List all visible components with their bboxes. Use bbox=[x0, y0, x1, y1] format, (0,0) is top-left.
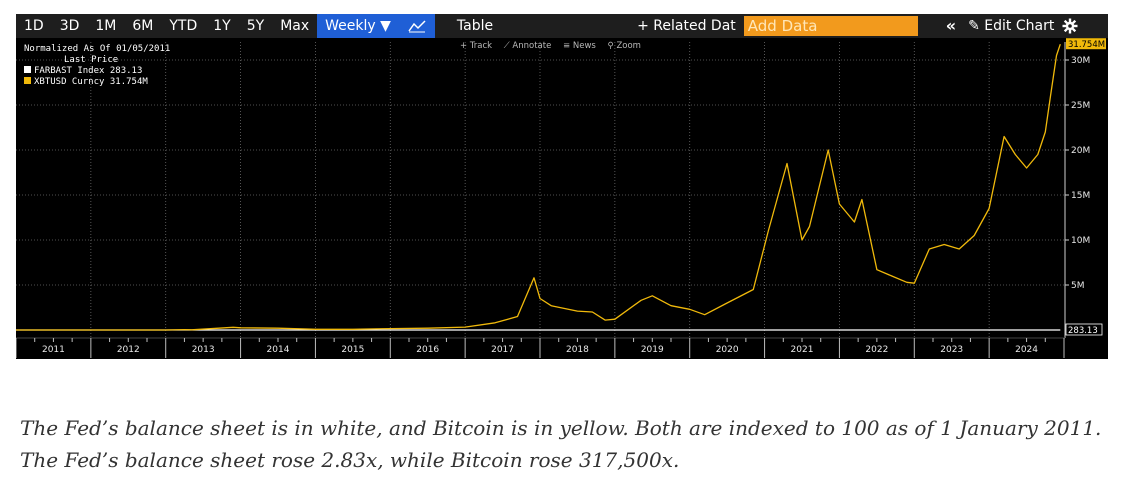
range-3d-button[interactable]: 3D bbox=[59, 18, 80, 34]
collapse-button[interactable]: « bbox=[945, 16, 957, 35]
x-tick-label: 2019 bbox=[641, 345, 664, 355]
x-tick-label: 2017 bbox=[491, 345, 514, 355]
chart-legend: Normalized As Of 01/05/2011 Last Price F… bbox=[24, 44, 170, 88]
zoom-tool[interactable]: ⚲ Zoom bbox=[607, 41, 641, 51]
annotate-tool[interactable]: ⟋ Annotate bbox=[503, 41, 552, 51]
x-tick-label: 2023 bbox=[940, 345, 963, 355]
range-5y-button[interactable]: 5Y bbox=[246, 18, 265, 34]
y-tick-label: 30M bbox=[1071, 56, 1090, 66]
related-data-button[interactable]: + Related Dat bbox=[637, 18, 736, 34]
legend-item-xbtusd[interactable]: XBTUSD Curncy 31.754M bbox=[24, 77, 170, 88]
y-tick-label: 25M bbox=[1071, 101, 1090, 111]
range-max-button[interactable]: Max bbox=[280, 18, 310, 34]
chart-tools: + Track ⟋ Annotate ≡ News ⚲ Zoom bbox=[460, 41, 650, 51]
frequency-dropdown[interactable]: Weekly ▼ bbox=[317, 14, 399, 38]
legend-title: Normalized As Of 01/05/2011 bbox=[24, 44, 171, 54]
legend-subtitle: Last Price bbox=[64, 55, 119, 65]
x-tick-label: 2022 bbox=[865, 345, 888, 355]
gear-icon[interactable] bbox=[1058, 14, 1082, 38]
chart-toolbar: 1D 3D 1M 6M YTD 1Y 5Y Max Weekly ▼ Table… bbox=[16, 14, 1108, 38]
news-tool[interactable]: ≡ News bbox=[563, 41, 596, 51]
x-tick-label: 2020 bbox=[716, 345, 739, 355]
y-tick-label: 10M bbox=[1071, 236, 1090, 246]
table-button[interactable]: Table bbox=[456, 18, 494, 34]
x-tick-label: 2016 bbox=[416, 345, 439, 355]
farbast-last-value: 283.13 bbox=[1068, 326, 1098, 336]
line-chart-icon[interactable] bbox=[398, 14, 435, 38]
yellow-swatch-icon bbox=[24, 77, 31, 84]
plot-area[interactable]: 5M 10M 15M 20M 25M 30M 2011 2012 2013 2014 2015 201… bbox=[16, 38, 1108, 359]
x-tick-label: 2014 bbox=[267, 345, 290, 355]
x-tick-label: 2015 bbox=[341, 345, 364, 355]
x-tick-label: 2013 bbox=[192, 345, 215, 355]
x-tick-label: 2024 bbox=[1015, 345, 1038, 355]
range-6m-button[interactable]: 6M bbox=[132, 18, 154, 34]
legend-label-xbtusd: XBTUSD Curncy 31.754M bbox=[34, 77, 148, 87]
figure-caption: The Fed’s balance sheet is in white, and… bbox=[20, 416, 1102, 472]
range-ytd-button[interactable]: YTD bbox=[169, 18, 198, 34]
add-data-input[interactable]: Add Data bbox=[743, 16, 918, 36]
x-tick-label: 2012 bbox=[117, 345, 140, 355]
xbtusd-last-value-badge bbox=[1066, 38, 1106, 50]
legend-item-farbast[interactable]: FARBAST Index 283.13 bbox=[24, 66, 170, 77]
xbtusd-last-value: 31.754M bbox=[1068, 40, 1105, 50]
range-1m-button[interactable]: 1M bbox=[95, 18, 117, 34]
edit-chart-button[interactable]: ✎ Edit Chart bbox=[968, 18, 1055, 34]
y-tick-label: 20M bbox=[1071, 146, 1090, 156]
x-tick-label: 2018 bbox=[566, 345, 589, 355]
x-tick-label: 2011 bbox=[42, 345, 65, 355]
track-tool[interactable]: + Track bbox=[460, 41, 493, 51]
y-tick-label: 5M bbox=[1071, 281, 1085, 291]
y-tick-label: 15M bbox=[1071, 191, 1090, 201]
x-tick-label: 2021 bbox=[791, 345, 814, 355]
white-swatch-icon bbox=[24, 66, 31, 73]
farbast-last-value-badge bbox=[1065, 323, 1103, 336]
xbtusd-line[interactable] bbox=[16, 43, 1061, 331]
chart-panel: 1D 3D 1M 6M YTD 1Y 5Y Max Weekly ▼ Table… bbox=[16, 14, 1108, 359]
legend-label-farbast: FARBAST Index 283.13 bbox=[34, 66, 143, 76]
range-1y-button[interactable]: 1Y bbox=[213, 18, 231, 34]
range-1d-button[interactable]: 1D bbox=[24, 18, 44, 34]
